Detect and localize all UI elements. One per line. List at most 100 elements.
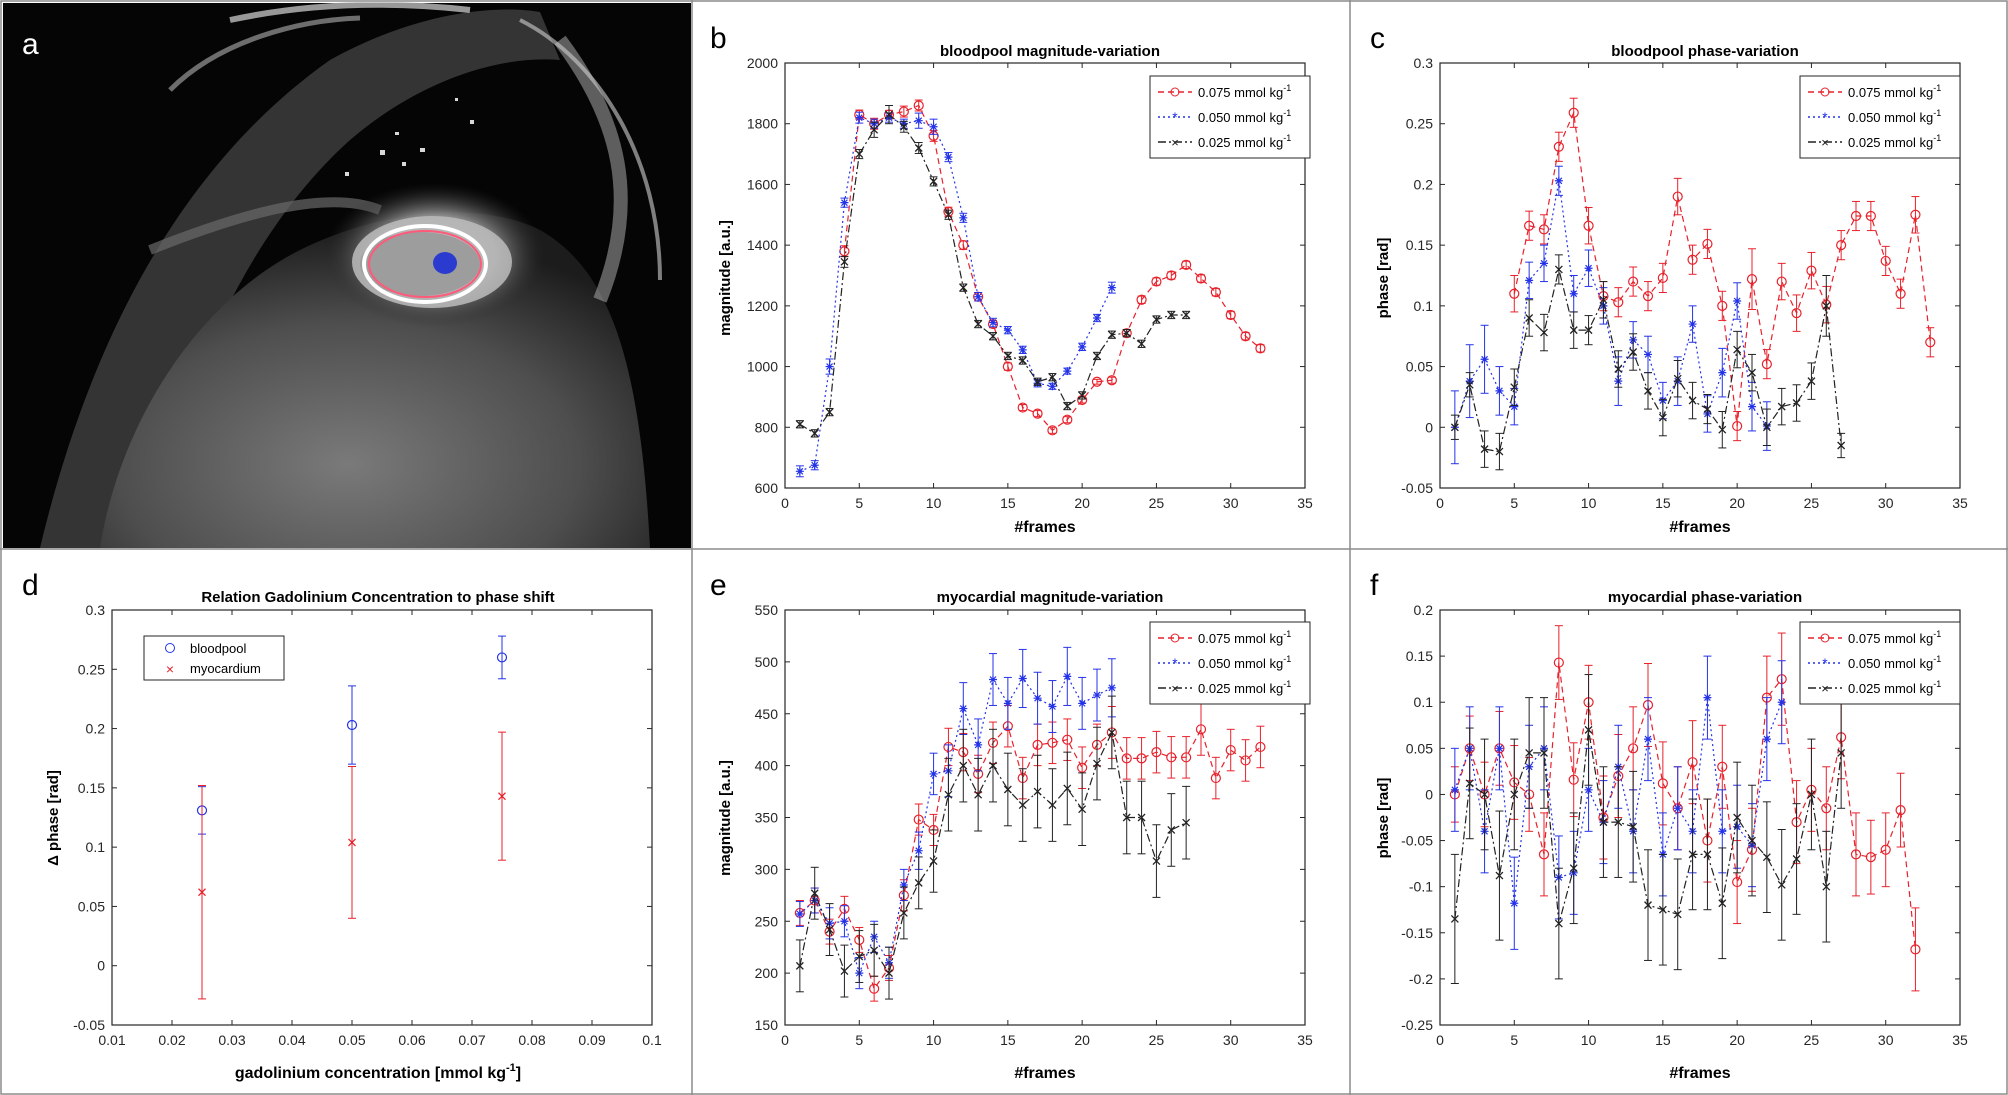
data-point: [795, 467, 804, 476]
data-point: [810, 429, 819, 438]
y-tick-label: -0.15: [1401, 925, 1433, 941]
data-point: [1644, 350, 1652, 359]
y-tick-label: 0.15: [1406, 648, 1433, 664]
legend-marker-star: *: [1172, 109, 1178, 125]
data-point: [1614, 818, 1623, 827]
data-point: [959, 761, 968, 770]
data-point: [1018, 356, 1027, 365]
legend-entry-050: 0.050 mmol kg-1: [1848, 654, 1941, 671]
legend-entry-bloodpool: bloodpool: [190, 641, 246, 656]
data-point: [1465, 380, 1474, 389]
data-point: [840, 967, 849, 976]
mri-image-panel: a: [3, 1, 691, 548]
data-point: [1880, 255, 1891, 267]
data-point: [1732, 876, 1743, 888]
data-point: [958, 240, 969, 251]
legend-entry-myocardium: myocardium: [190, 661, 261, 676]
panel-letter-e: e: [710, 569, 727, 602]
x-tick-label: 0.06: [398, 1032, 425, 1048]
chart-title: myocardial magnitude-variation: [937, 589, 1164, 606]
data-point: [989, 761, 997, 770]
y-tick-label: -0.2: [1409, 971, 1433, 987]
panel-letter-c: c: [1370, 22, 1385, 55]
data-point: [1807, 790, 1816, 799]
x-tick-label: 0: [1436, 495, 1444, 511]
data-point: [1032, 408, 1043, 419]
data-point: [1063, 672, 1072, 681]
data-point: [1762, 423, 1771, 432]
data-point: [1792, 855, 1801, 863]
skin-contour: [229, 1, 471, 23]
data-point: [1718, 368, 1727, 377]
series-0-025-mmol-kg-1: [795, 105, 1191, 438]
data-point: [1687, 757, 1698, 768]
data-point: [1048, 373, 1057, 382]
data-point: [1093, 691, 1101, 700]
data-point: [1583, 220, 1594, 231]
y-tick-label: 600: [755, 480, 779, 496]
y-tick-label: 1800: [747, 116, 778, 132]
data-point: [1078, 805, 1087, 814]
legend-marker-x: ×: [1171, 681, 1179, 696]
data-point: [974, 292, 983, 301]
data-point: [1865, 852, 1876, 863]
legend: bloodpool × myocardium: [143, 635, 285, 681]
data-point: [974, 790, 983, 799]
data-point: [899, 880, 908, 889]
x-tick-label: 15: [1655, 1032, 1671, 1048]
data-point: [1895, 805, 1906, 816]
x-tick-label: 10: [1581, 495, 1597, 511]
y-axis-label: Δ phase [rad]: [45, 770, 62, 866]
data-point: [1553, 141, 1564, 152]
data-point: [1806, 265, 1817, 276]
chart-panel-c: c bloodpool phase-variation #frames phas…: [1370, 22, 1968, 536]
data-point: [1121, 328, 1132, 339]
data-point: [1210, 287, 1221, 298]
y-tick-label: 0: [1425, 419, 1433, 435]
data-point: [1599, 295, 1608, 304]
panel-letter-f: f: [1370, 569, 1379, 602]
legend-entry-050: 0.050 mmol kg-1: [1848, 108, 1941, 125]
data-point: [959, 213, 968, 222]
data-point: [885, 110, 893, 119]
data-point: [1047, 425, 1058, 436]
chart-title: Relation Gadolinium Concentration to pha…: [201, 589, 554, 606]
y-tick-label: 0: [97, 958, 105, 974]
data-point: [899, 122, 908, 131]
data-point: [1629, 822, 1638, 831]
axis-ticks: 0 5 10 15 20 25 30 35 150 200 250 300 350 400 450 500 55…: [755, 602, 1313, 1048]
y-tick-label: 0.25: [78, 661, 105, 677]
data-point: [1152, 315, 1161, 324]
x-tick-label: 0.07: [458, 1032, 485, 1048]
data-point: [1047, 737, 1058, 748]
data-point: [1642, 291, 1654, 302]
data-point: [913, 814, 924, 825]
data-point: [1136, 753, 1147, 764]
data-point: [1703, 850, 1712, 859]
legend: 0.075 mmol kg-1 * 0.050 mmol kg-1 × 0.02…: [1799, 621, 1961, 705]
plot-frame: [111, 609, 653, 1026]
data-point: [1629, 348, 1638, 356]
data-point: [1762, 735, 1771, 744]
data-point: [1255, 343, 1266, 354]
data-point: [1255, 741, 1266, 753]
x-tick-label: 5: [855, 495, 863, 511]
data-point: [1850, 210, 1862, 222]
y-tick-label: 0.1: [1414, 694, 1434, 710]
data-point: [1450, 914, 1459, 923]
data-point: [1063, 402, 1072, 410]
data-point: [1569, 289, 1578, 298]
data-point: [855, 150, 864, 159]
data-point: [1107, 683, 1116, 692]
data-point: [1568, 107, 1579, 118]
data-point: [1167, 825, 1176, 834]
legend-marker-circle: [1820, 87, 1830, 97]
data-point: [1837, 748, 1846, 757]
data-point: [1718, 425, 1727, 434]
data-point: [1480, 790, 1489, 799]
y-axis-label: magnitude [a.u.]: [717, 220, 734, 336]
data-point: [1850, 849, 1862, 860]
data-point: [1195, 724, 1207, 735]
x-axis-label: #frames: [1014, 1065, 1075, 1082]
legend-marker-star: *: [1822, 655, 1828, 671]
